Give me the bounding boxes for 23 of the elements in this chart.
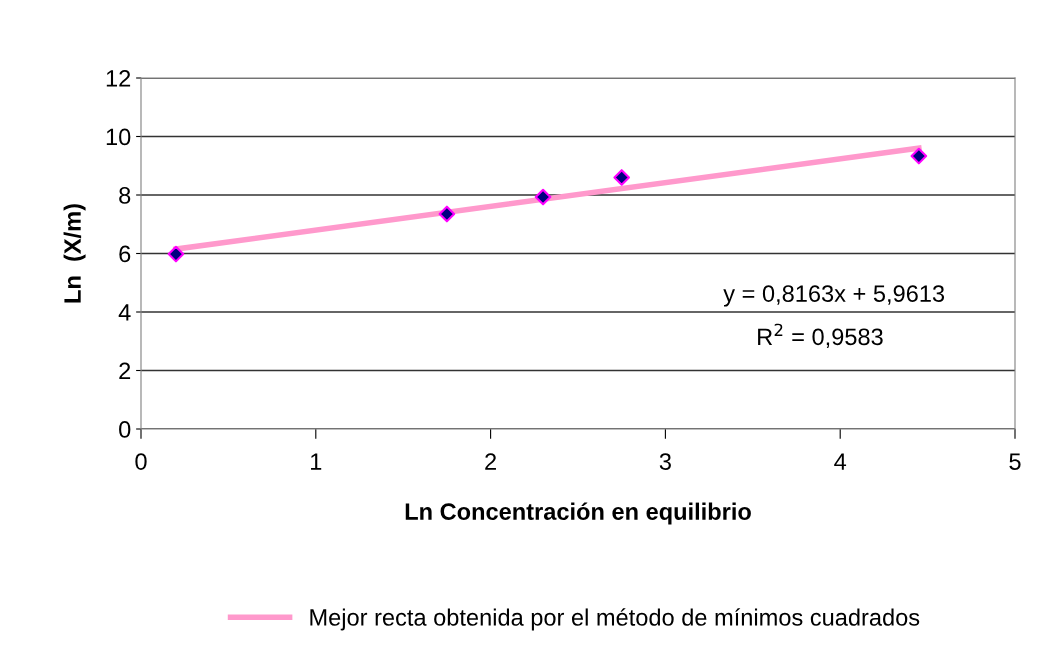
y-axis-title: Ln (X/m) xyxy=(63,204,86,303)
legend-label: Mejor recta obtenida por el método de mínimos cuadrados xyxy=(310,608,920,631)
x-tick-label: 5 xyxy=(1009,453,1021,470)
annotation: R$^{2}$ = 0,9583 xyxy=(758,323,883,348)
annotation: y = 0,8163x + 5,9613 xyxy=(723,285,945,307)
y-tick-label: 12 xyxy=(106,70,131,87)
point xyxy=(438,205,456,223)
y-tick-label: 8 xyxy=(119,187,131,204)
y-tick-label: 0 xyxy=(119,421,131,438)
x-tick-label: 2 xyxy=(485,453,496,470)
x-tick-label: 0 xyxy=(135,453,147,470)
x-axis-title: Ln Concentración en equilibrio xyxy=(405,502,751,525)
y-tick-label: 6 xyxy=(119,245,131,263)
point xyxy=(910,147,928,165)
y-tick-label: 2 xyxy=(119,362,131,380)
y-tick-label: 10 xyxy=(106,128,131,146)
y-tick-label: 4 xyxy=(118,304,131,321)
point xyxy=(167,245,185,263)
point xyxy=(534,188,552,206)
x-tick-label: 3 xyxy=(659,453,671,470)
x-tick-label: 4 xyxy=(834,453,847,470)
point xyxy=(613,169,631,186)
x-tick-label: 1 xyxy=(311,453,322,470)
